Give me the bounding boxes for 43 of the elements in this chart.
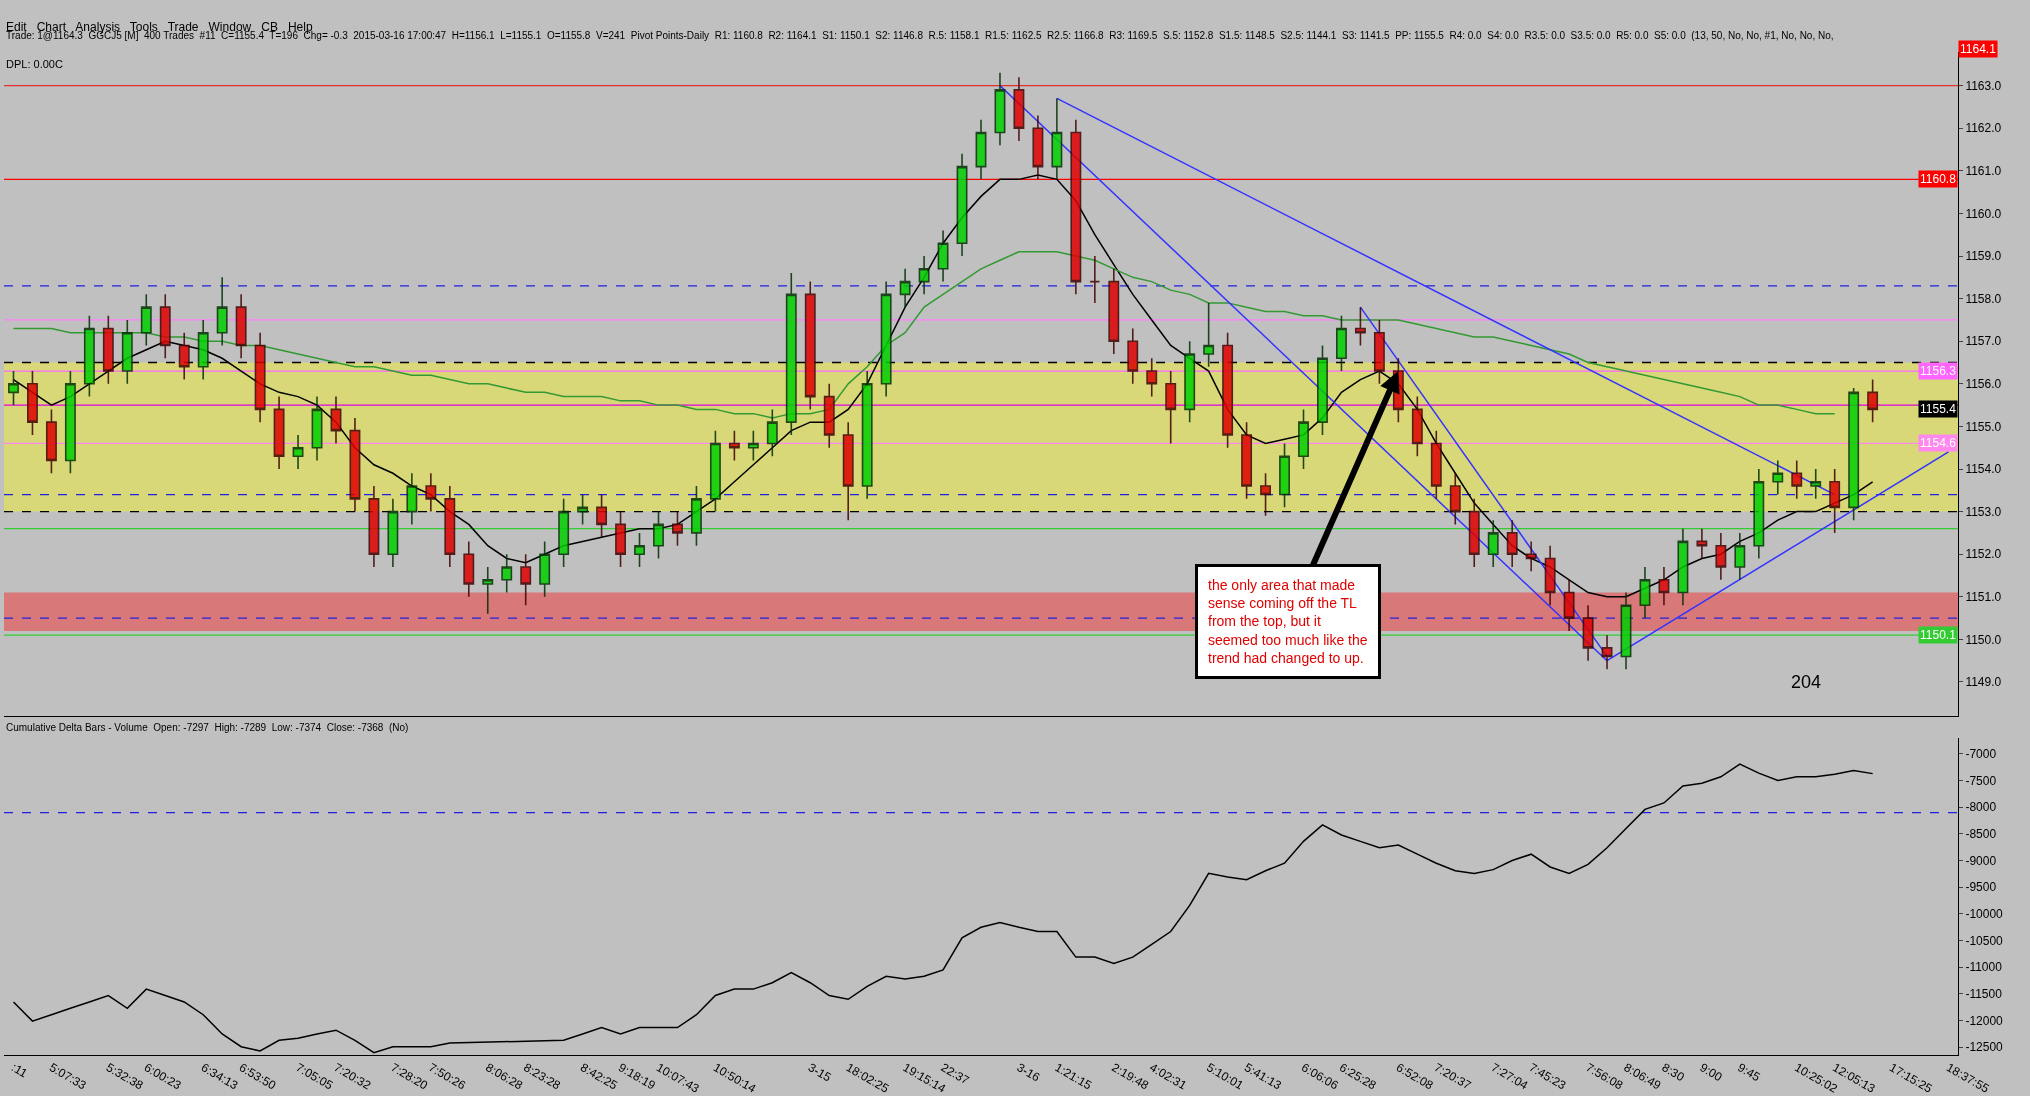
ref-line-label: 1154.6 [1920, 436, 1957, 450]
y-tick-label: -11000 [1965, 960, 2003, 975]
y-tick-label: -7500 [1965, 773, 1997, 788]
x-tick-label: :11 [8, 1060, 30, 1081]
y-tick-label: -8000 [1965, 800, 1997, 815]
y-tick-label: 1154.0 [1965, 462, 2002, 477]
y-tick-label: -9500 [1965, 880, 1997, 895]
y-tick-label: 1161.0 [1965, 164, 2002, 179]
text: 1164.1 [1960, 42, 1997, 56]
y-tick-label: -10500 [1965, 933, 2004, 948]
y-tick-label: 1158.0 [1965, 291, 2002, 306]
y-tick-label: -12500 [1965, 1040, 2004, 1055]
y-tick-label: 1159.0 [1965, 249, 2002, 264]
y-tick-label: 1153.0 [1965, 504, 2002, 519]
y-tick-label: -7000 [1965, 747, 1997, 762]
annotation: the only area that made sense coming off the TL from the top, but it seemed too much like the trend had changed to up. [1208, 577, 1368, 666]
y-tick-label: 1149.0 [1965, 675, 2002, 690]
y-tick-label: 1152.0 [1965, 547, 2002, 562]
ref-line-label: 1160.8 [1920, 172, 1957, 186]
chart-title: Cumulative Delta Bars - Volume Open: -7297 High: -7289 Low: -7374 Close: -7368 (No) [6, 722, 409, 733]
ref-line-label: 1156.3 [1920, 364, 1957, 378]
annotation: 1155.4 [1920, 402, 1957, 416]
y-tick-label: -9000 [1965, 853, 1997, 868]
y-tick-label: 1156.0 [1965, 377, 2002, 392]
y-tick-label: 1155.0 [1965, 419, 2002, 434]
y-tick-label: -12000 [1965, 1013, 2004, 1028]
x-tick-label: 9:45 [1735, 1060, 1763, 1085]
x-tick-label: 8:30 [1659, 1060, 1687, 1085]
x-tick-label: 3-15 [805, 1060, 834, 1085]
y-tick-label: 1157.0 [1965, 334, 2002, 349]
y-tick-label: 1160.0 [1965, 206, 2002, 221]
y-tick-label: 1162.0 [1965, 121, 2002, 136]
x-tick-label: 9:00 [1697, 1060, 1725, 1085]
annotation: DPL: 0.00C [6, 58, 63, 70]
ref-line-label: 1150.1 [1920, 628, 1957, 642]
y-tick-label: 1151.0 [1965, 590, 2002, 604]
y-tick-label: -10000 [1965, 907, 2004, 922]
y-tick-label: -8500 [1965, 827, 1997, 842]
y-tick-label: 1163.0 [1965, 78, 2002, 93]
y-tick-label: -11500 [1965, 987, 2003, 1002]
annotation: 204 [1791, 672, 1822, 692]
y-tick-label: 1150.0 [1965, 632, 2002, 647]
x-tick-label: 3-16 [1014, 1060, 1043, 1085]
